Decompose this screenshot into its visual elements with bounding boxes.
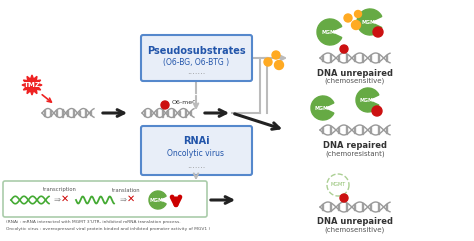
Text: MGMT: MGMT: [149, 198, 167, 202]
Text: ✕: ✕: [127, 194, 135, 204]
Text: MGMT: MGMT: [361, 20, 379, 25]
Circle shape: [264, 58, 272, 66]
Text: (RNAi : mRNA interacted with MGMT 3'UTR, inhibited mRNA translation process.: (RNAi : mRNA interacted with MGMT 3'UTR,…: [6, 220, 181, 224]
Circle shape: [352, 20, 361, 29]
Text: (chemosensitive): (chemosensitive): [325, 227, 385, 233]
Text: O6-meG: O6-meG: [172, 100, 198, 106]
Text: MGMT: MGMT: [314, 106, 332, 111]
Text: RNAi: RNAi: [182, 136, 210, 146]
Text: (chemoresistant): (chemoresistant): [325, 151, 385, 157]
Wedge shape: [357, 9, 382, 35]
FancyBboxPatch shape: [141, 35, 252, 81]
Text: ⇒: ⇒: [54, 194, 61, 203]
Text: (O6-BG, O6-BTG ): (O6-BG, O6-BTG ): [163, 58, 229, 67]
Wedge shape: [317, 19, 342, 45]
Text: Pseudosubstrates: Pseudosubstrates: [146, 46, 246, 56]
Text: DNA unrepaired: DNA unrepaired: [317, 217, 393, 227]
Text: Oncolytic virus : overexpressed viral protein binded and inhibted promoter activ: Oncolytic virus : overexpressed viral pr…: [6, 227, 210, 231]
Text: MGMT: MGMT: [330, 182, 346, 187]
Text: Oncolytic virus: Oncolytic virus: [167, 148, 225, 158]
Text: DNA unrepaired: DNA unrepaired: [317, 68, 393, 78]
FancyBboxPatch shape: [141, 126, 252, 175]
Text: ✕: ✕: [61, 194, 69, 204]
Text: .......: .......: [187, 161, 205, 169]
Wedge shape: [311, 96, 334, 120]
Text: transcription: transcription: [43, 187, 77, 193]
Text: ⇒: ⇒: [119, 194, 127, 203]
Circle shape: [355, 11, 362, 18]
Text: (chemosensitive): (chemosensitive): [325, 78, 385, 84]
Circle shape: [340, 45, 348, 53]
Circle shape: [274, 60, 283, 69]
Circle shape: [373, 27, 383, 37]
Text: translation: translation: [112, 187, 140, 193]
Text: MGMT: MGMT: [359, 98, 377, 102]
Circle shape: [340, 194, 348, 202]
Wedge shape: [149, 191, 166, 209]
Circle shape: [344, 14, 352, 22]
FancyBboxPatch shape: [3, 181, 207, 217]
Circle shape: [272, 51, 280, 59]
Polygon shape: [22, 75, 42, 95]
Text: .......: .......: [187, 67, 205, 76]
Circle shape: [161, 101, 169, 109]
Text: DNA repaired: DNA repaired: [323, 141, 387, 150]
Wedge shape: [356, 88, 379, 112]
Circle shape: [372, 106, 382, 116]
Text: TMZ: TMZ: [23, 82, 41, 88]
Text: MGMT: MGMT: [321, 29, 339, 34]
